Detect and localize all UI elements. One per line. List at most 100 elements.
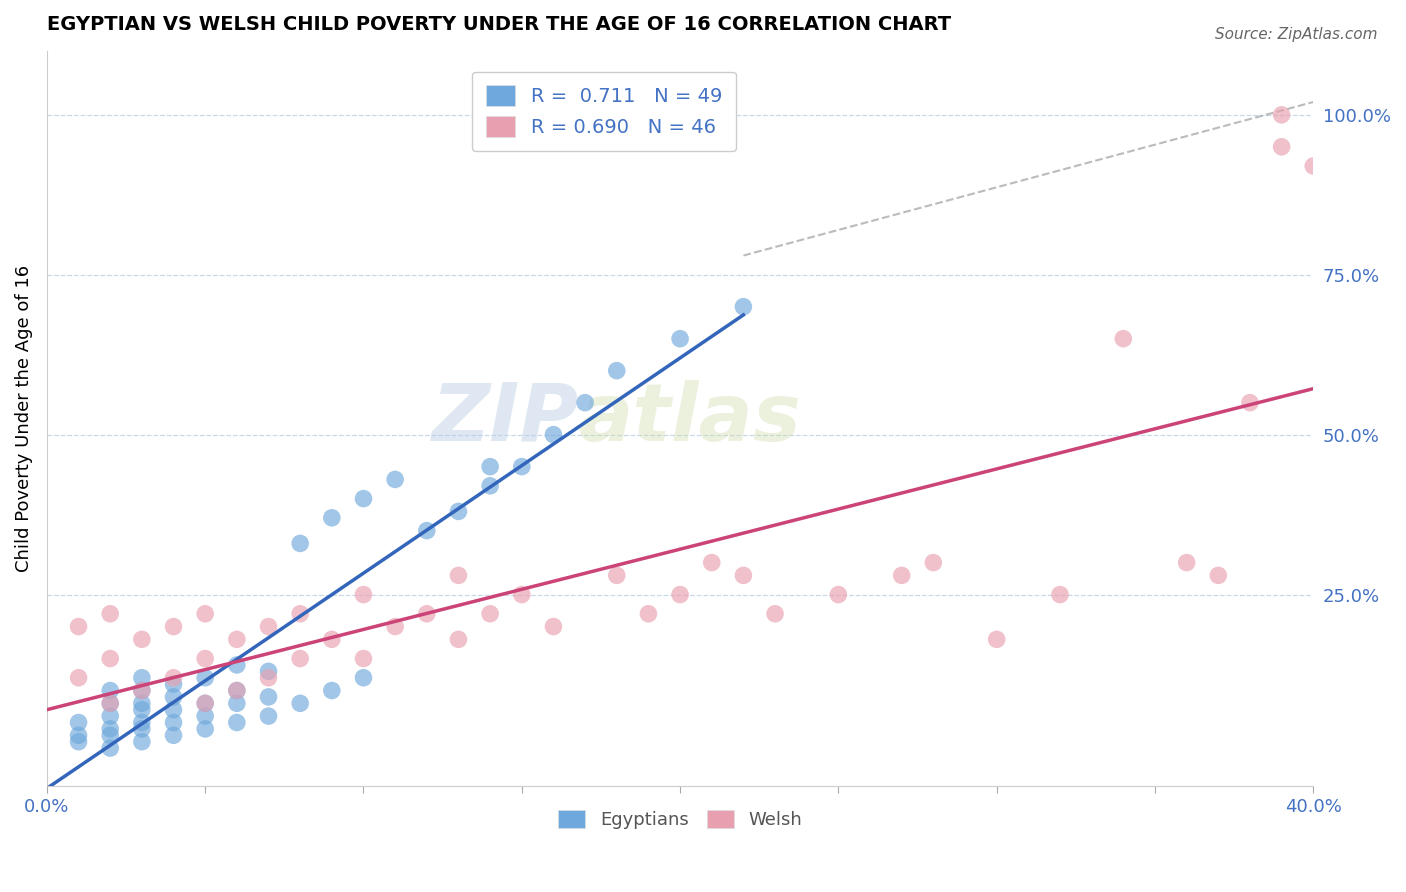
Point — [416, 607, 439, 621]
Point — [257, 665, 280, 679]
Point — [416, 524, 439, 538]
Point — [162, 677, 184, 691]
Point — [447, 632, 470, 647]
Point — [733, 568, 755, 582]
Point — [669, 332, 692, 346]
Point — [67, 671, 90, 685]
Point — [288, 651, 311, 665]
Point — [353, 651, 375, 665]
Point — [1239, 395, 1261, 409]
Point — [922, 556, 945, 570]
Point — [353, 491, 375, 506]
Point — [98, 728, 121, 742]
Point — [131, 696, 153, 710]
Point — [162, 715, 184, 730]
Point — [194, 696, 217, 710]
Point — [131, 735, 153, 749]
Point — [225, 657, 247, 672]
Point — [606, 364, 628, 378]
Point — [194, 722, 217, 736]
Text: Source: ZipAtlas.com: Source: ZipAtlas.com — [1215, 27, 1378, 42]
Point — [288, 607, 311, 621]
Point — [131, 683, 153, 698]
Point — [98, 741, 121, 756]
Point — [225, 683, 247, 698]
Point — [606, 568, 628, 582]
Point — [131, 703, 153, 717]
Point — [353, 671, 375, 685]
Point — [98, 683, 121, 698]
Point — [257, 690, 280, 704]
Point — [194, 709, 217, 723]
Point — [225, 683, 247, 698]
Point — [98, 709, 121, 723]
Point — [890, 568, 912, 582]
Point — [321, 683, 343, 698]
Point — [637, 607, 659, 621]
Point — [574, 395, 596, 409]
Point — [669, 588, 692, 602]
Point — [131, 683, 153, 698]
Point — [1271, 140, 1294, 154]
Point — [67, 619, 90, 633]
Point — [194, 671, 217, 685]
Point — [384, 472, 406, 486]
Point — [162, 703, 184, 717]
Point — [986, 632, 1008, 647]
Point — [98, 722, 121, 736]
Point — [257, 709, 280, 723]
Text: atlas: atlas — [579, 380, 801, 458]
Point — [447, 568, 470, 582]
Point — [733, 300, 755, 314]
Point — [162, 619, 184, 633]
Point — [98, 651, 121, 665]
Point — [131, 722, 153, 736]
Point — [131, 715, 153, 730]
Point — [162, 690, 184, 704]
Point — [447, 504, 470, 518]
Point — [353, 588, 375, 602]
Point — [321, 511, 343, 525]
Point — [543, 427, 565, 442]
Point — [321, 632, 343, 647]
Point — [162, 671, 184, 685]
Point — [225, 632, 247, 647]
Point — [510, 588, 533, 602]
Point — [479, 479, 502, 493]
Point — [763, 607, 786, 621]
Point — [98, 696, 121, 710]
Point — [98, 696, 121, 710]
Point — [257, 619, 280, 633]
Point — [194, 696, 217, 710]
Point — [194, 651, 217, 665]
Point — [1049, 588, 1071, 602]
Point — [384, 619, 406, 633]
Point — [67, 735, 90, 749]
Point — [225, 715, 247, 730]
Point — [131, 632, 153, 647]
Point — [700, 556, 723, 570]
Point — [827, 588, 849, 602]
Point — [1206, 568, 1229, 582]
Point — [510, 459, 533, 474]
Point — [1302, 159, 1324, 173]
Point — [288, 696, 311, 710]
Point — [162, 728, 184, 742]
Point — [67, 715, 90, 730]
Legend: Egyptians, Welsh: Egyptians, Welsh — [551, 803, 808, 837]
Y-axis label: Child Poverty Under the Age of 16: Child Poverty Under the Age of 16 — [15, 265, 32, 573]
Point — [225, 696, 247, 710]
Point — [131, 671, 153, 685]
Point — [67, 728, 90, 742]
Point — [98, 607, 121, 621]
Point — [479, 607, 502, 621]
Point — [543, 619, 565, 633]
Text: EGYPTIAN VS WELSH CHILD POVERTY UNDER THE AGE OF 16 CORRELATION CHART: EGYPTIAN VS WELSH CHILD POVERTY UNDER TH… — [46, 15, 950, 34]
Point — [479, 459, 502, 474]
Point — [1271, 108, 1294, 122]
Point — [194, 607, 217, 621]
Point — [257, 671, 280, 685]
Point — [1112, 332, 1135, 346]
Point — [288, 536, 311, 550]
Point — [1175, 556, 1198, 570]
